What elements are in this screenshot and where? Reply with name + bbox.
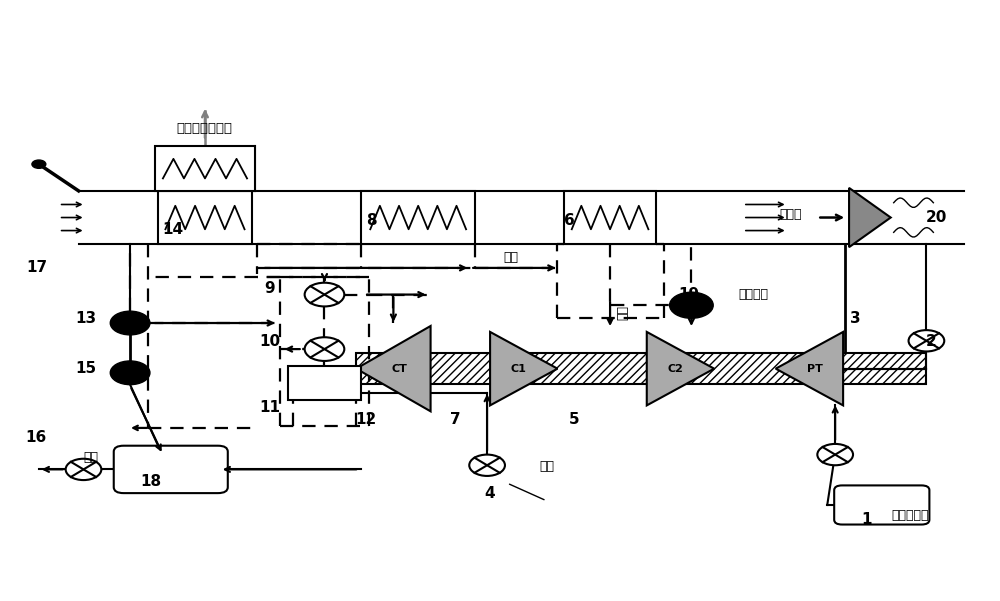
Bar [155,147,255,191]
Circle shape [66,459,101,480]
Text: 冷却设备载冷剂: 冷却设备载冷剂 [176,122,232,135]
Text: 6: 6 [564,213,575,228]
Text: 15: 15 [75,361,96,376]
Text: 4: 4 [485,486,495,501]
Circle shape [32,160,46,168]
Circle shape [110,311,150,335]
FancyBboxPatch shape [834,486,929,525]
Text: CT: CT [391,364,407,374]
Text: 16: 16 [25,430,47,445]
Circle shape [305,282,344,307]
Circle shape [909,330,944,352]
Circle shape [817,444,853,465]
Text: 12: 12 [356,412,377,427]
Text: 20: 20 [926,210,947,225]
Text: 回风: 回风 [503,251,518,264]
Bar [356,353,926,384]
Text: 7: 7 [450,412,461,427]
Text: 14: 14 [162,222,183,237]
Circle shape [305,337,344,361]
Text: 热路: 热路 [540,460,555,473]
Text: 冷风道: 冷风道 [780,208,802,221]
Text: 2: 2 [926,335,937,350]
Text: 冲压空气: 冲压空气 [738,288,768,301]
Text: C2: C2 [667,364,683,374]
Bar [158,191,252,244]
Bar [288,365,361,400]
Circle shape [110,361,150,385]
Text: 5: 5 [569,412,580,427]
Circle shape [469,454,505,476]
Text: 19: 19 [678,287,699,302]
Text: 发动机引气: 发动机引气 [892,508,929,522]
Polygon shape [849,188,891,247]
Text: 冷路: 冷路 [616,305,629,320]
Text: 10: 10 [259,335,280,350]
Polygon shape [776,332,843,406]
Polygon shape [356,326,431,411]
Text: 11: 11 [259,400,280,415]
Text: 8: 8 [366,213,376,228]
Bar [564,191,656,244]
Polygon shape [647,332,714,406]
Text: C1: C1 [510,364,526,374]
Text: 13: 13 [75,311,96,326]
Text: 3: 3 [850,311,860,326]
Text: PT: PT [807,364,823,374]
Text: 18: 18 [140,474,161,489]
Bar [361,191,475,244]
Text: 17: 17 [26,260,47,275]
Text: 排出: 排出 [83,451,98,464]
Circle shape [670,292,713,319]
FancyBboxPatch shape [114,446,228,493]
Text: 9: 9 [265,281,275,296]
Text: 1: 1 [862,512,872,527]
Polygon shape [490,332,558,406]
